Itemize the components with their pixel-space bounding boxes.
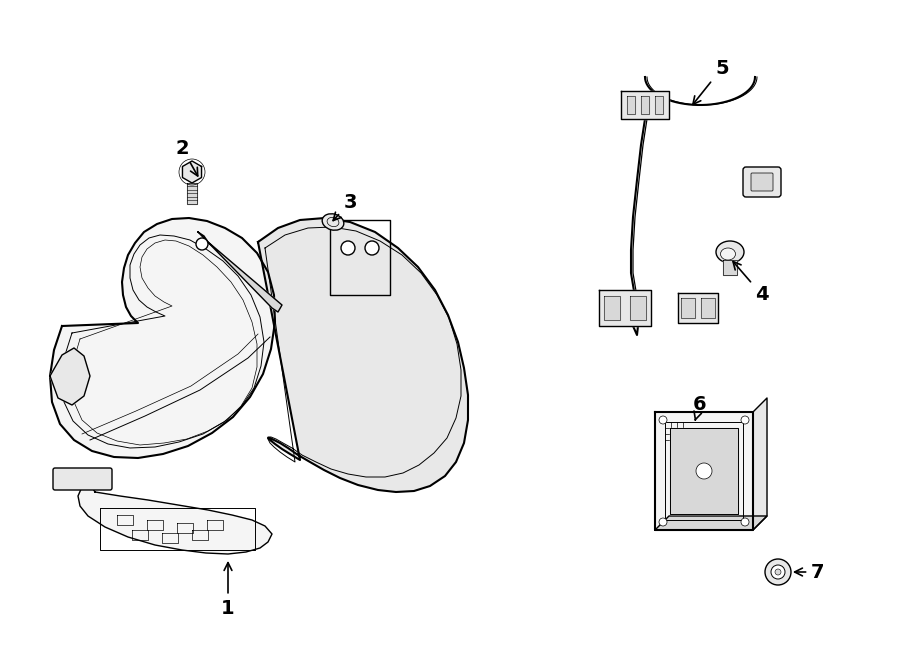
FancyBboxPatch shape xyxy=(53,468,112,490)
Circle shape xyxy=(741,416,749,424)
Polygon shape xyxy=(187,183,197,204)
Polygon shape xyxy=(78,484,272,554)
Polygon shape xyxy=(183,172,192,183)
Polygon shape xyxy=(192,161,202,172)
Ellipse shape xyxy=(721,248,735,260)
Circle shape xyxy=(765,559,791,585)
Circle shape xyxy=(775,569,781,575)
Circle shape xyxy=(659,416,667,424)
Circle shape xyxy=(341,241,355,255)
Polygon shape xyxy=(681,298,695,318)
Text: 3: 3 xyxy=(333,193,356,220)
Polygon shape xyxy=(621,91,669,119)
Polygon shape xyxy=(50,348,90,405)
Polygon shape xyxy=(701,298,715,318)
Text: 7: 7 xyxy=(795,563,824,581)
Polygon shape xyxy=(641,96,649,114)
Polygon shape xyxy=(627,96,635,114)
Polygon shape xyxy=(655,412,753,530)
Circle shape xyxy=(659,518,667,526)
Polygon shape xyxy=(599,290,651,326)
Circle shape xyxy=(771,565,785,579)
Polygon shape xyxy=(655,516,767,530)
Polygon shape xyxy=(604,296,620,320)
Circle shape xyxy=(696,463,712,479)
Polygon shape xyxy=(753,398,767,530)
Text: 4: 4 xyxy=(733,261,769,305)
Polygon shape xyxy=(630,296,646,320)
Polygon shape xyxy=(723,260,737,275)
Text: 2: 2 xyxy=(176,138,198,176)
Polygon shape xyxy=(655,96,663,114)
Circle shape xyxy=(741,518,749,526)
Polygon shape xyxy=(183,167,192,177)
Polygon shape xyxy=(258,218,468,492)
Polygon shape xyxy=(678,293,718,323)
Text: 6: 6 xyxy=(693,395,706,420)
Polygon shape xyxy=(192,167,202,177)
Polygon shape xyxy=(192,172,202,183)
Polygon shape xyxy=(183,161,192,172)
Circle shape xyxy=(196,238,208,250)
Circle shape xyxy=(365,241,379,255)
FancyBboxPatch shape xyxy=(751,173,773,191)
FancyBboxPatch shape xyxy=(743,167,781,197)
Polygon shape xyxy=(198,232,282,312)
Ellipse shape xyxy=(716,241,744,263)
Text: 1: 1 xyxy=(221,563,235,618)
Polygon shape xyxy=(670,428,738,514)
Polygon shape xyxy=(50,218,275,458)
Ellipse shape xyxy=(322,214,344,230)
Text: 5: 5 xyxy=(693,58,729,105)
